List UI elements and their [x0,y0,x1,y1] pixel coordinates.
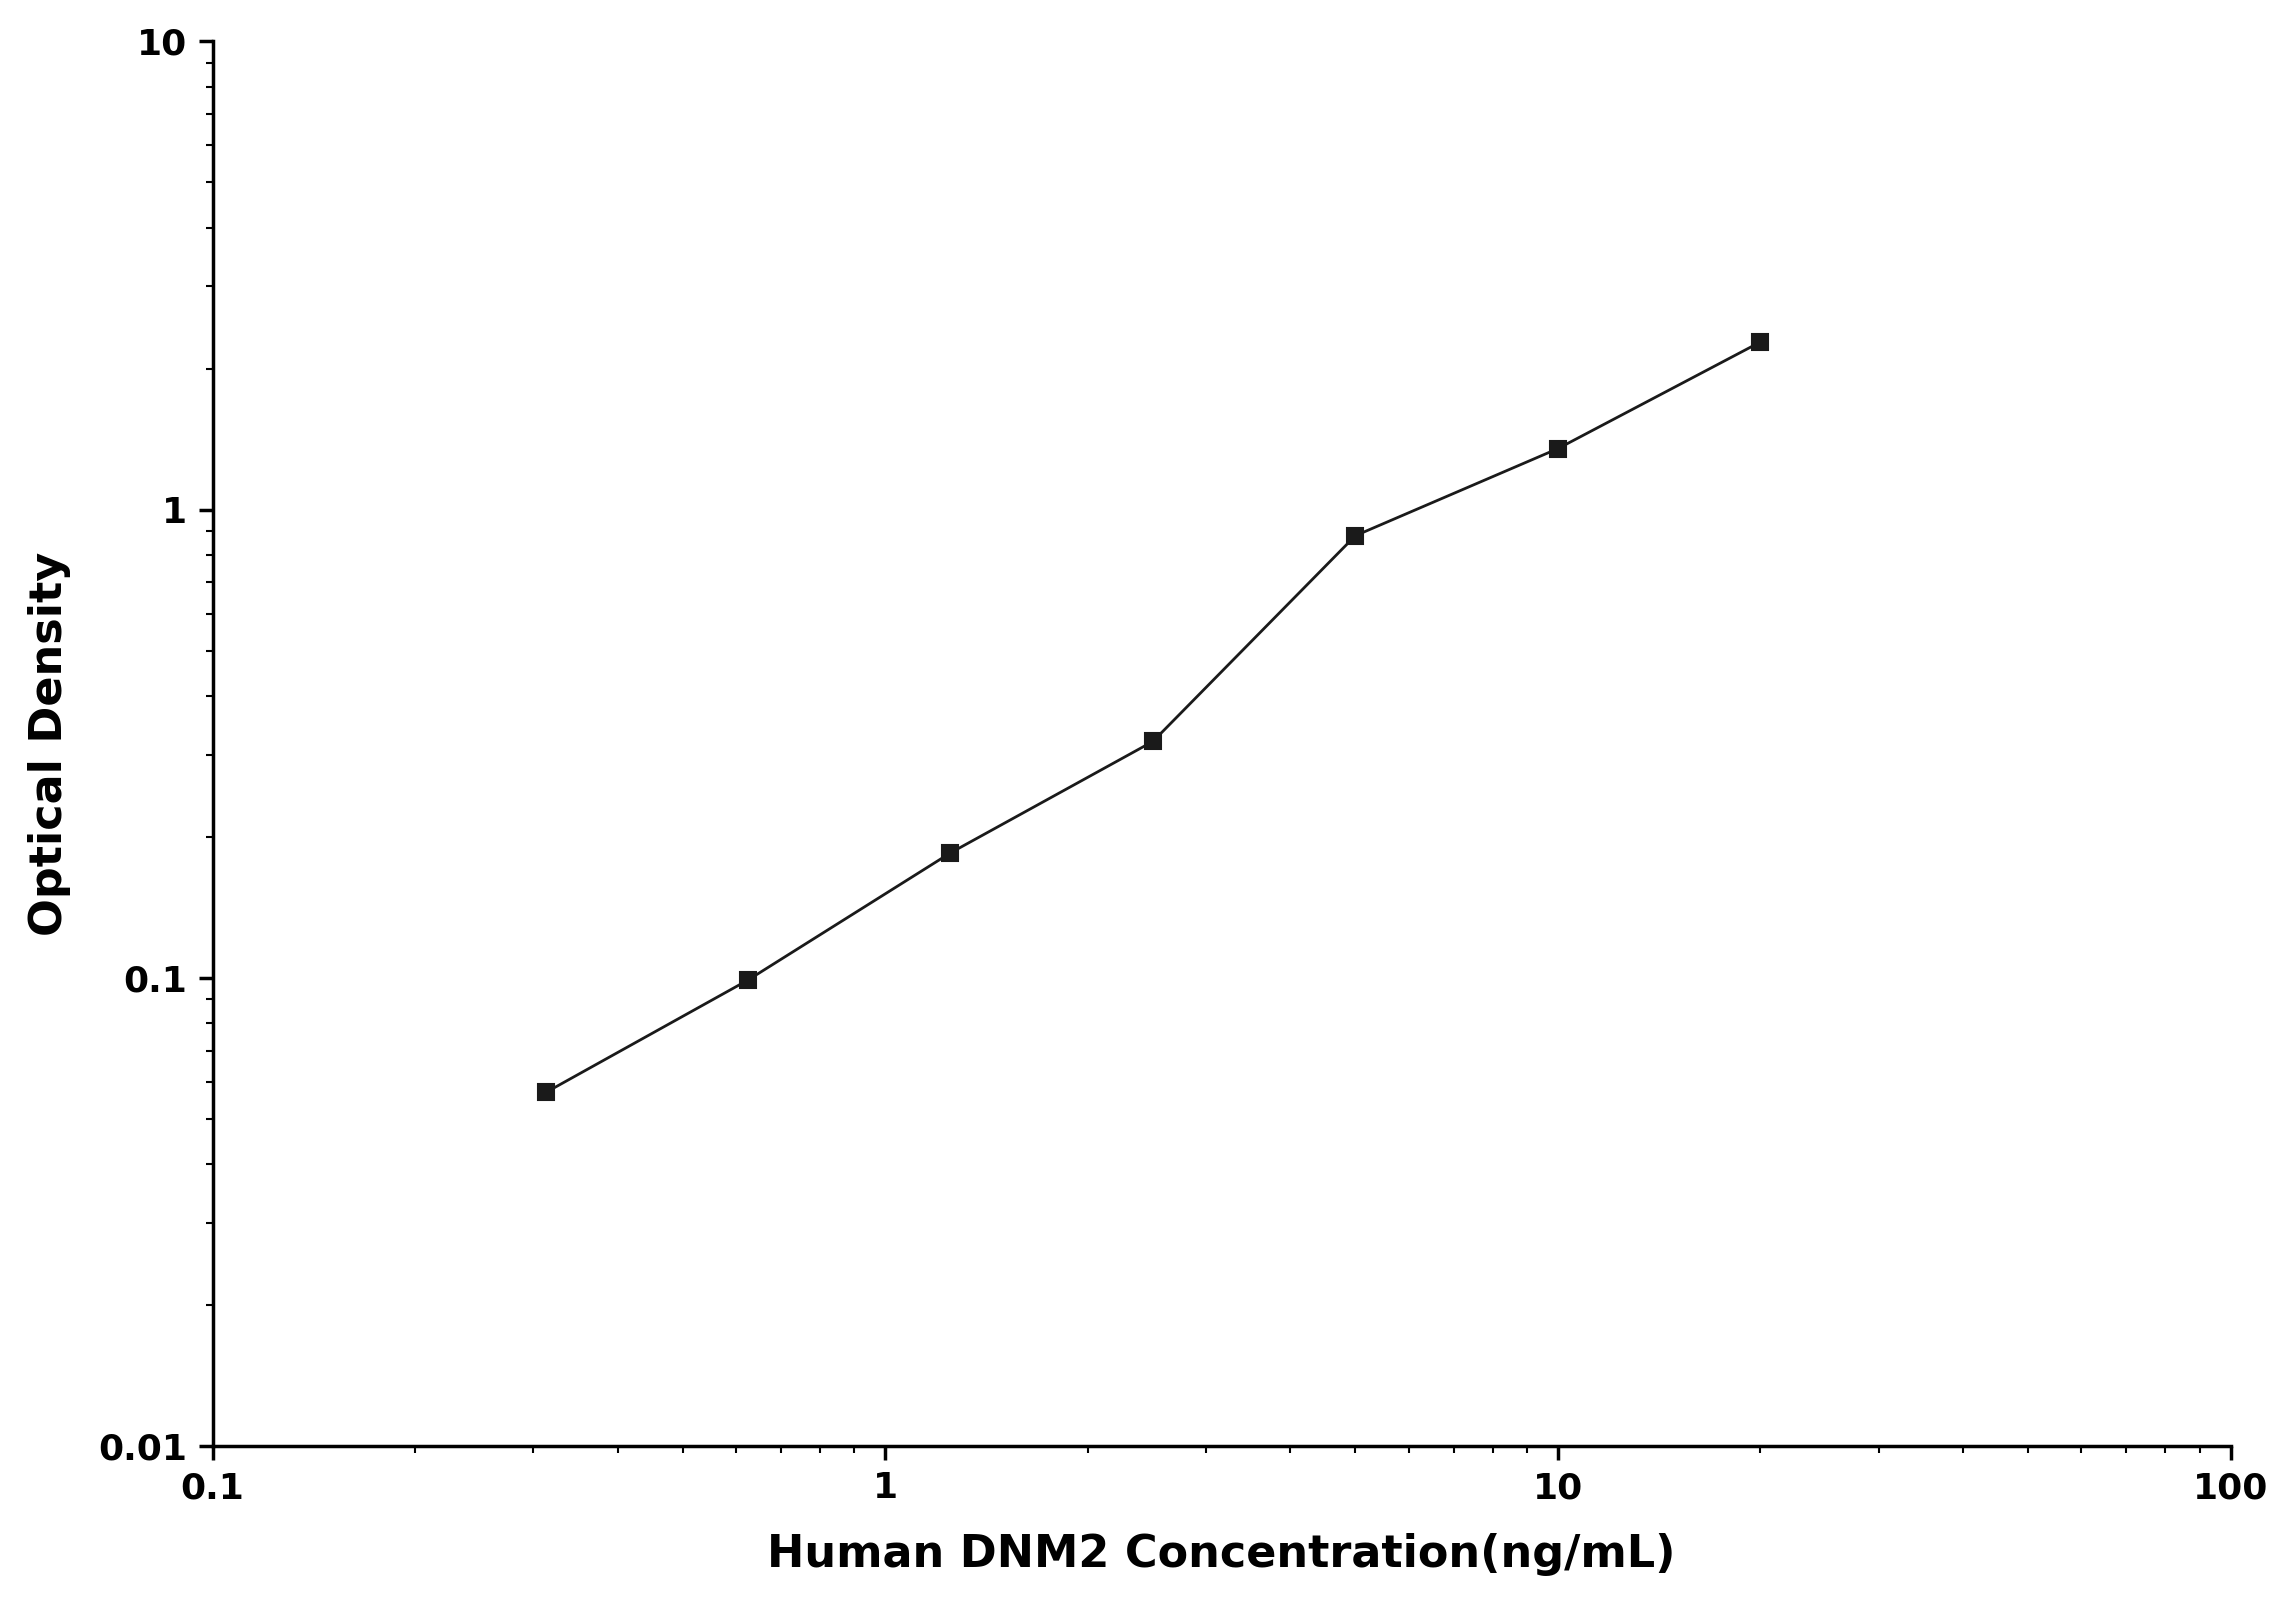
Y-axis label: Optical Density: Optical Density [28,552,71,937]
X-axis label: Human DNM2 Concentration(ng/mL): Human DNM2 Concentration(ng/mL) [767,1533,1676,1577]
